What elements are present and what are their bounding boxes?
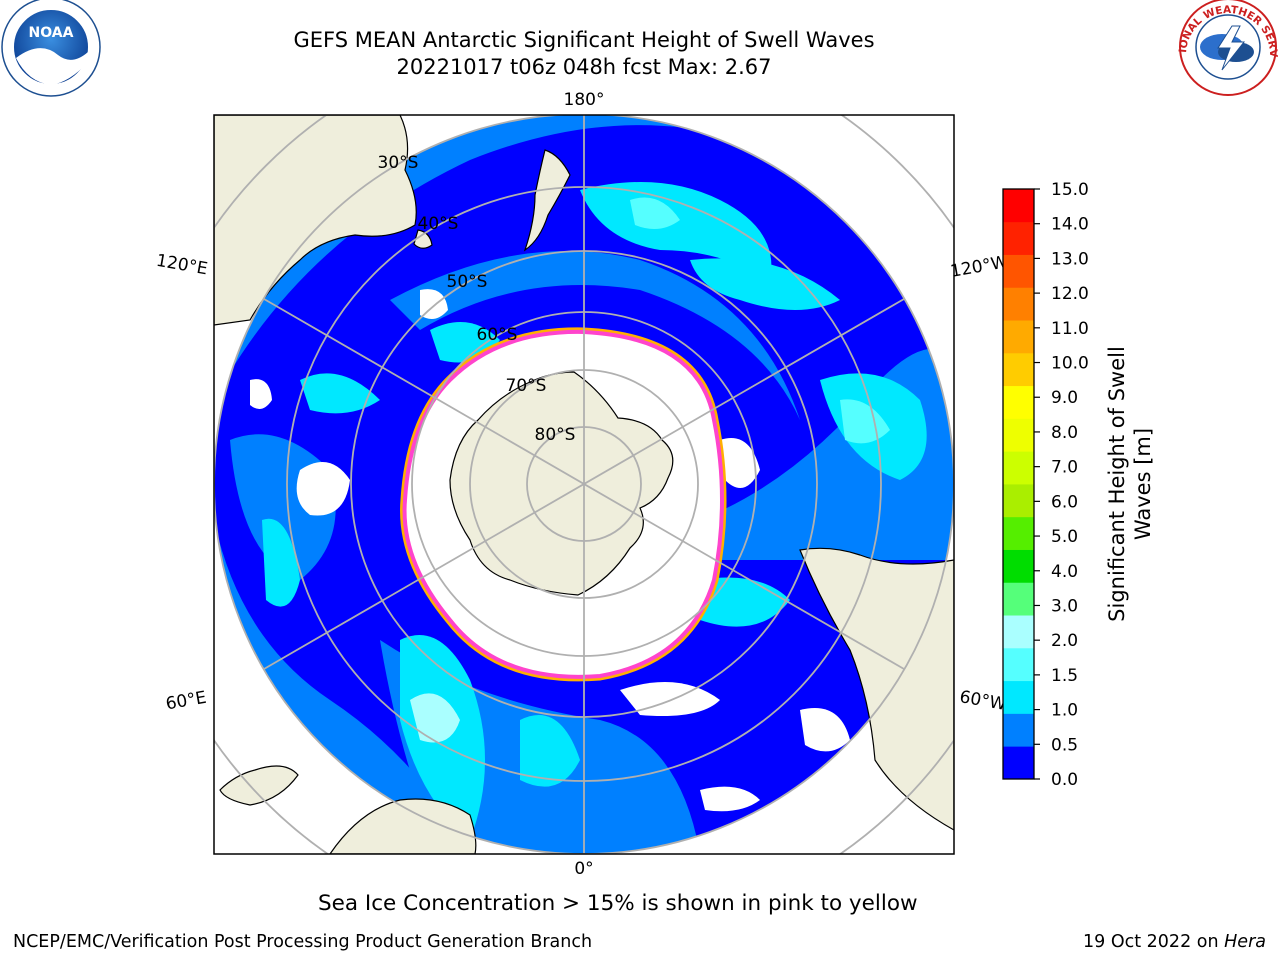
colorbar-swatch <box>1003 352 1034 387</box>
colorbar-tick-label: 13.0 <box>1051 249 1089 269</box>
lat-label-80s: 80°S <box>535 425 576 445</box>
colorbar-swatch <box>1003 451 1034 485</box>
colorbar-tick-label: 0.0 <box>1051 770 1078 790</box>
colorbar-swatch <box>1003 320 1034 354</box>
footer-host: Hera <box>1224 932 1266 952</box>
colorbar-swatch <box>1003 254 1034 288</box>
colorbar-title: Significant Height of Swell Waves [m] <box>1105 346 1155 622</box>
colorbar-swatch <box>1003 647 1034 682</box>
colorbar-tick-label: 5.0 <box>1051 527 1078 547</box>
lat-label-70s: 70°S <box>506 376 547 396</box>
lon-label-60w: 60°W <box>958 687 1008 715</box>
colorbar-tick-label: 14.0 <box>1051 215 1089 235</box>
colorbar-tick-label: 2.0 <box>1051 631 1078 651</box>
colorbar-swatch <box>1003 484 1034 518</box>
svg-text:NATIONAL WEATHER SERVICE: NATIONAL WEATHER SERVICE <box>0 0 1279 58</box>
colorbar-swatch <box>1003 221 1034 255</box>
colorbar-swatch <box>1003 615 1034 649</box>
map-area <box>214 115 954 854</box>
map-frame <box>213 114 955 855</box>
lon-label-60e: 60°E <box>164 688 208 715</box>
colorbar-swatch <box>1003 418 1034 452</box>
colorbar-tick-label: 1.0 <box>1051 701 1078 721</box>
landmasses <box>214 115 954 854</box>
colorbar-tick-label: 11.0 <box>1051 319 1089 339</box>
lat-label-60s: 60°S <box>477 325 518 345</box>
colorbar-swatch <box>1003 713 1034 747</box>
colorbar-tick-label: 10.0 <box>1051 354 1089 374</box>
colorbar-tick-label: 6.0 <box>1051 492 1078 512</box>
colorbar-tick-label: 1.5 <box>1051 666 1078 686</box>
colorbar-swatch <box>1003 746 1034 780</box>
colorbar-frame <box>1002 188 1035 780</box>
colorbar-swatch <box>1003 287 1034 321</box>
colorbar-tick-label: 9.0 <box>1051 388 1078 408</box>
lon-label-0: 0° <box>574 859 593 879</box>
footer-date: 19 Oct 2022 on Hera <box>1083 932 1266 952</box>
chart-title: GEFS MEAN Antarctic Significant Height o… <box>293 28 875 52</box>
noaa-logo-text: NOAA <box>29 25 74 41</box>
nws-logo: NATIONAL WEATHER SERVICE <box>0 0 1279 96</box>
noaa-logo: NOAA <box>1 0 101 97</box>
graticule <box>214 115 954 854</box>
lat-label-50s: 50°S <box>447 272 488 292</box>
colorbar-tick-label: 3.0 <box>1051 596 1078 616</box>
footer-credit: NCEP/EMC/Verification Post Processing Pr… <box>13 932 593 952</box>
lon-label-120e: 120°E <box>155 251 209 280</box>
colorbar-tick-label: 15.0 <box>1051 180 1089 200</box>
chart-subtitle: 20221017 t06z 048h fcst Max: 2.67 <box>396 55 772 79</box>
lat-label-40s: 40°S <box>418 214 459 234</box>
lon-label-180: 180° <box>564 90 605 110</box>
colorbar-swatch <box>1003 680 1034 714</box>
colorbar-tick-label: 8.0 <box>1051 423 1078 443</box>
colorbar-swatch <box>1003 549 1034 583</box>
colorbar-tick-label: 4.0 <box>1051 562 1078 582</box>
lat-label-30s: 30°S <box>378 153 419 173</box>
colorbar-swatch <box>1003 385 1034 419</box>
colorbar-swatch <box>1003 189 1034 223</box>
colorbar-tick-label: 0.5 <box>1051 735 1078 755</box>
nws-logo-text: NATIONAL WEATHER SERVICE <box>0 0 1279 58</box>
lon-label-120w: 120°W <box>949 252 1010 282</box>
footer-date-text: 19 Oct 2022 on <box>1083 932 1225 952</box>
colorbar-swatch <box>1003 516 1034 550</box>
colorbar-tick-label: 12.0 <box>1051 284 1089 304</box>
sea-ice-note: Sea Ice Concentration > 15% is shown in … <box>318 891 918 916</box>
colorbar-swatch <box>1003 582 1034 616</box>
colorbar-tick-label: 7.0 <box>1051 458 1078 478</box>
colorbar: 15.0 14.0 13.0 12.0 11.0 10.0 9.0 8.0 7.0 6.0 5.0 4… <box>1002 180 1089 790</box>
